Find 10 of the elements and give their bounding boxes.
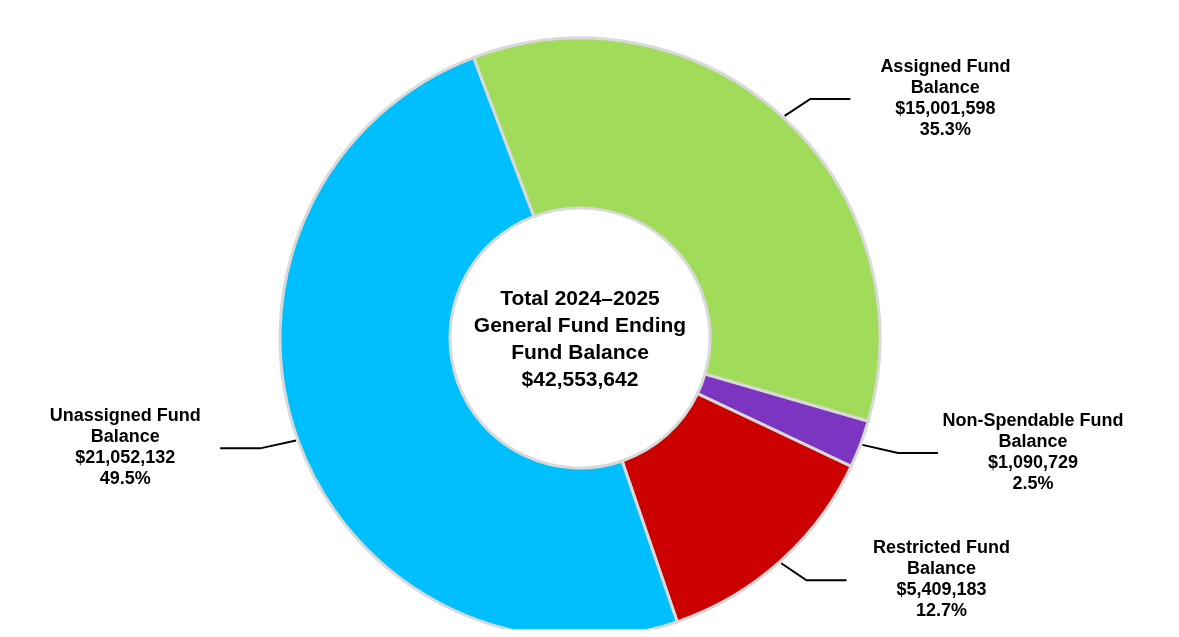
data-label: $5,409,183 12.7%: [896, 579, 987, 621]
slice-label: Unassigned Fund Balance: [49, 405, 201, 447]
text: $42,553,642: [521, 366, 639, 390]
slice-label: Non-Spendable Fund Balance: [942, 410, 1124, 452]
data-label: $1,090,729 2.5%: [987, 452, 1079, 494]
text: Total 2024–2025 General Fund Ending Fund Balance: [473, 285, 687, 363]
data-label: $15,001,598 35.3%: [895, 97, 996, 139]
data-label: $21,052,132 49.5%: [75, 447, 176, 489]
slice-label: Assigned Fund Balance: [880, 55, 1011, 97]
slice-label: Restricted Fund Balance: [873, 537, 1011, 579]
